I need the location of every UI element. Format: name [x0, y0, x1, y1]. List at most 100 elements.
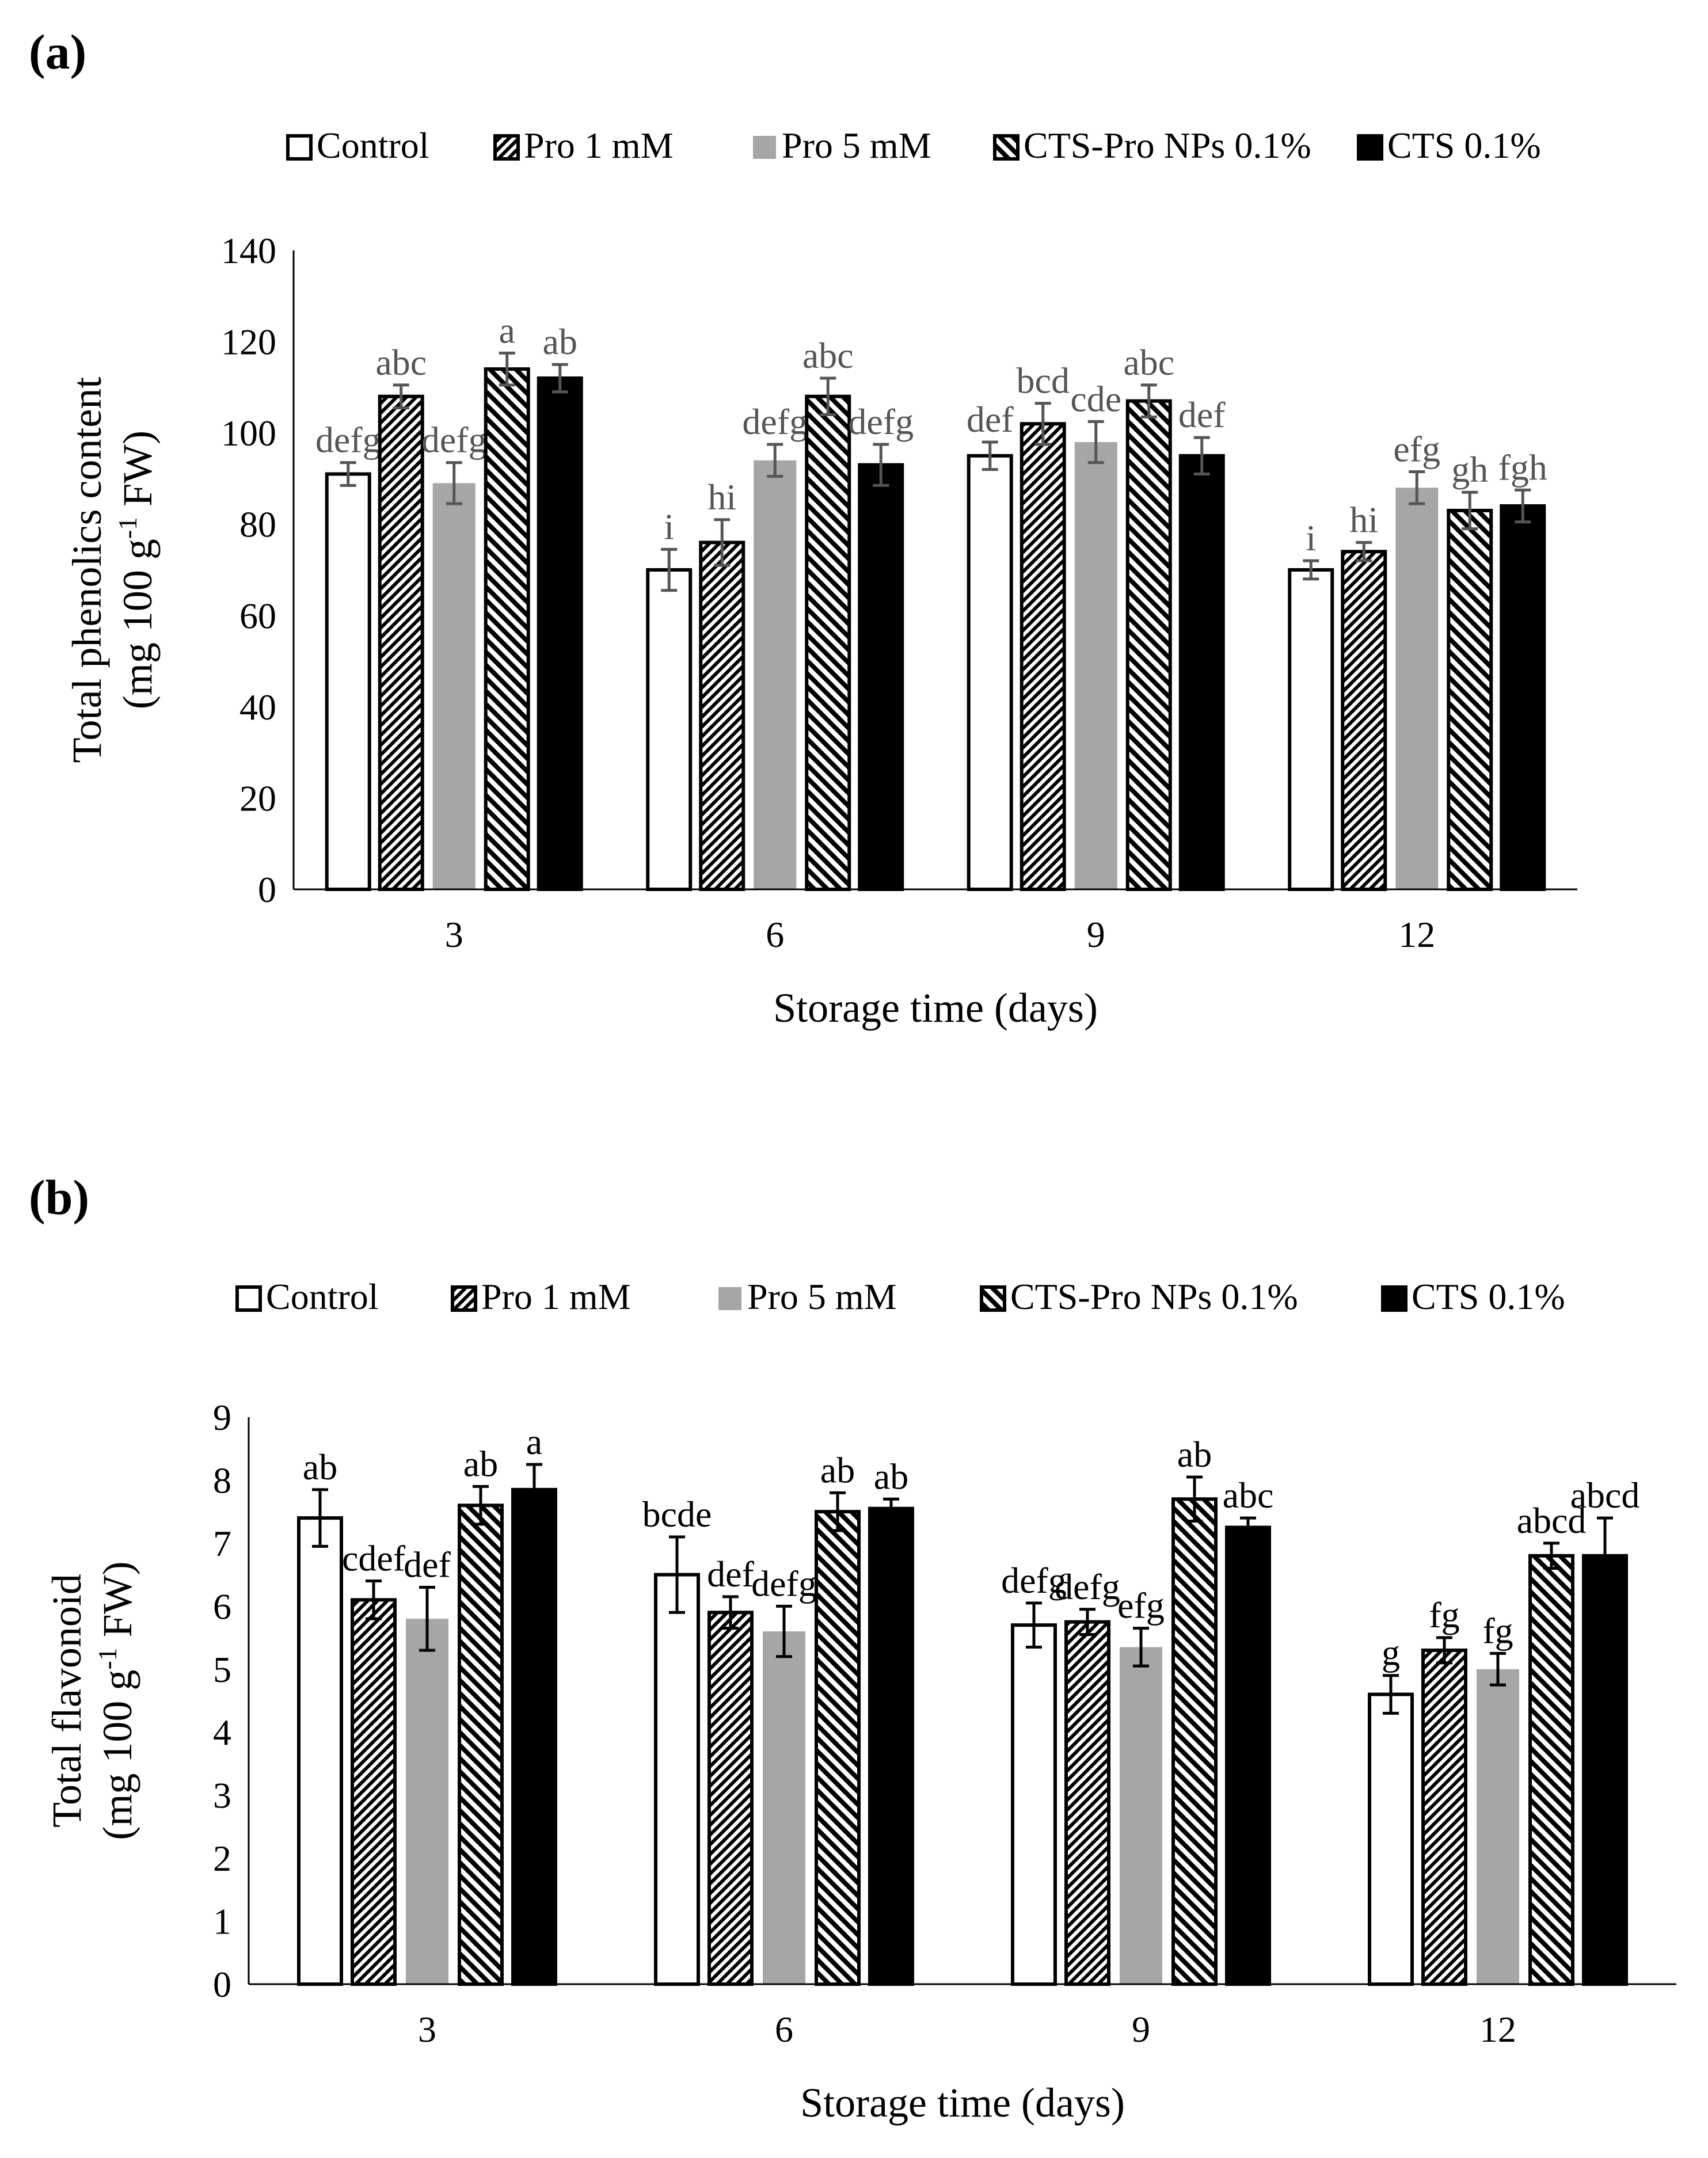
error-bar: [820, 376, 836, 416]
error-bar: [830, 1491, 846, 1532]
y-tick-label: 8: [213, 1460, 231, 1501]
bar-pro-1-mm-day-12: [1341, 550, 1387, 891]
significance-letter: gh: [1451, 449, 1488, 490]
y-tick-label: 7: [213, 1523, 231, 1564]
legend-label-cts-0-1: CTS 0.1%: [1387, 125, 1541, 166]
error-bar: [1240, 1516, 1256, 1539]
significance-letter: cde: [1070, 378, 1121, 419]
legend-swatch-pro-5-mm: [753, 136, 776, 159]
y-axis-title-line2: (mg 100 g-1 FW): [113, 431, 161, 709]
error-bar: [1597, 1516, 1613, 1595]
error-bar: [1193, 436, 1210, 475]
y-axis-title-line1: Total flavonoid: [44, 1574, 90, 1828]
x-tick-label: 9: [1087, 914, 1105, 955]
error-bar: [366, 1580, 382, 1620]
legend-label-cts-pro-nps-0-1: CTS-Pro NPs 0.1%: [1010, 1276, 1298, 1317]
y-tick-label: 60: [239, 595, 276, 636]
significance-letter: a: [499, 310, 515, 351]
significance-letter: bcde: [642, 1494, 712, 1535]
x-tick-label: 3: [445, 914, 463, 955]
significance-letter: defg: [315, 420, 381, 460]
error-bar: [1079, 1608, 1095, 1636]
significance-letter: a: [526, 1421, 542, 1462]
significance-letter: ab: [543, 321, 577, 362]
bar-pro-1-mm-day-3: [378, 394, 424, 891]
bar-pro-5-mm-day-3: [432, 483, 475, 889]
y-axis-title: Total flavonoid (mg 100 g-1 FW): [44, 1561, 140, 1840]
error-bar: [1034, 402, 1051, 446]
bar-pro-5-mm-day-6: [763, 1631, 805, 1984]
significance-letter: abc: [1123, 342, 1174, 383]
significance-letter: defg: [1055, 1566, 1120, 1607]
bar-cts-0-1-day-6: [868, 1506, 914, 1986]
panel-b-label: (b): [29, 1170, 90, 1225]
error-bar: [1543, 1542, 1559, 1570]
bar-pro-1-mm-day-9: [1064, 1620, 1110, 1986]
significance-letter: hi: [707, 477, 736, 517]
significance-letter: ab: [820, 1449, 855, 1490]
significance-letter: abc: [802, 335, 854, 376]
y-tick-label: 1: [213, 1901, 231, 1942]
significance-letter: abc: [375, 342, 427, 383]
bar-control-day-6: [654, 1573, 700, 1986]
legend-swatch-pro-1-mm: [493, 134, 520, 161]
bar-pro-1-mm-day-12: [1421, 1648, 1467, 1986]
bar-control-day-3: [325, 472, 371, 891]
bar-cts-0-1-day-12: [1500, 504, 1546, 891]
bar-pro-1-mm-day-6: [707, 1611, 754, 1986]
legend-swatch-cts-0-1: [1357, 134, 1383, 161]
phenolics-chart: Control Pro 1 mM Pro 5 mM CTS-Pro NPs 0.1% C…: [64, 125, 1577, 1031]
y-tick-label: 6: [213, 1586, 231, 1627]
significance-letter: def: [967, 399, 1014, 440]
bar-cts-pro-nps-0-1-day-6: [805, 394, 851, 891]
x-tick-label: 12: [1398, 914, 1435, 955]
bar-cts-0-1-day-9: [1225, 1525, 1271, 1986]
y-tick-label: 5: [213, 1649, 231, 1690]
bar-control-day-3: [297, 1516, 343, 1986]
error-bar: [526, 1463, 542, 1517]
bar-control-day-12: [1368, 1692, 1414, 1986]
error-bar: [776, 1604, 792, 1658]
error-bar: [883, 1497, 899, 1520]
significance-letter: efg: [1393, 429, 1440, 470]
significance-letter: defg: [848, 401, 914, 442]
legend-label-control: Control: [266, 1276, 379, 1317]
bar-cts-pro-nps-0-1-day-3: [484, 367, 530, 891]
error-bar: [722, 1595, 739, 1630]
x-tick-label: 6: [766, 914, 784, 955]
error-bar: [873, 443, 889, 487]
significance-letter: def: [404, 1544, 451, 1585]
bar-pro-1-mm-day-6: [699, 541, 745, 891]
significance-letter: i: [1306, 517, 1316, 558]
panel-b: (b) Control Pro 1 mM Pro 5 mM CTS-Pro NPs 0…: [0, 1145, 1708, 2158]
significance-letter: ab: [874, 1456, 908, 1497]
error-bar: [473, 1485, 489, 1526]
significance-letter: ab: [303, 1447, 337, 1487]
error-bar: [393, 383, 409, 410]
y-tick-label: 4: [213, 1712, 231, 1753]
bar-cts-pro-nps-0-1-day-12: [1528, 1554, 1574, 1986]
significance-letter: efg: [1117, 1585, 1165, 1626]
significance-letter: g: [1382, 1632, 1400, 1673]
error-bar: [312, 1488, 328, 1548]
y-tick-label: 0: [258, 869, 276, 910]
legend-swatch-pro-5-mm: [718, 1287, 741, 1310]
significance-letter: bcd: [1017, 360, 1070, 401]
bar-pro-5-mm-day-9: [1120, 1647, 1162, 1984]
error-bar: [1303, 559, 1319, 581]
bar-cts-pro-nps-0-1-day-9: [1171, 1497, 1218, 1986]
error-bar: [1186, 1475, 1203, 1523]
bar-cts-pro-nps-0-1-day-12: [1447, 508, 1493, 891]
significance-letter: abcd: [1570, 1475, 1640, 1516]
significance-letter: fg: [1429, 1594, 1459, 1635]
x-tick-label: 9: [1132, 2009, 1150, 2050]
error-bar: [767, 443, 783, 478]
y-tick-label: 80: [239, 504, 276, 545]
significance-letter: fg: [1482, 1610, 1513, 1651]
y-tick-label: 0: [213, 1964, 231, 2005]
bar-control-day-9: [967, 454, 1013, 891]
y-tick-label: 100: [221, 413, 276, 454]
error-bar: [1383, 1674, 1399, 1715]
error-bar: [499, 351, 515, 387]
y-axis-title-line2: (mg 100 g-1 FW): [93, 1561, 140, 1840]
